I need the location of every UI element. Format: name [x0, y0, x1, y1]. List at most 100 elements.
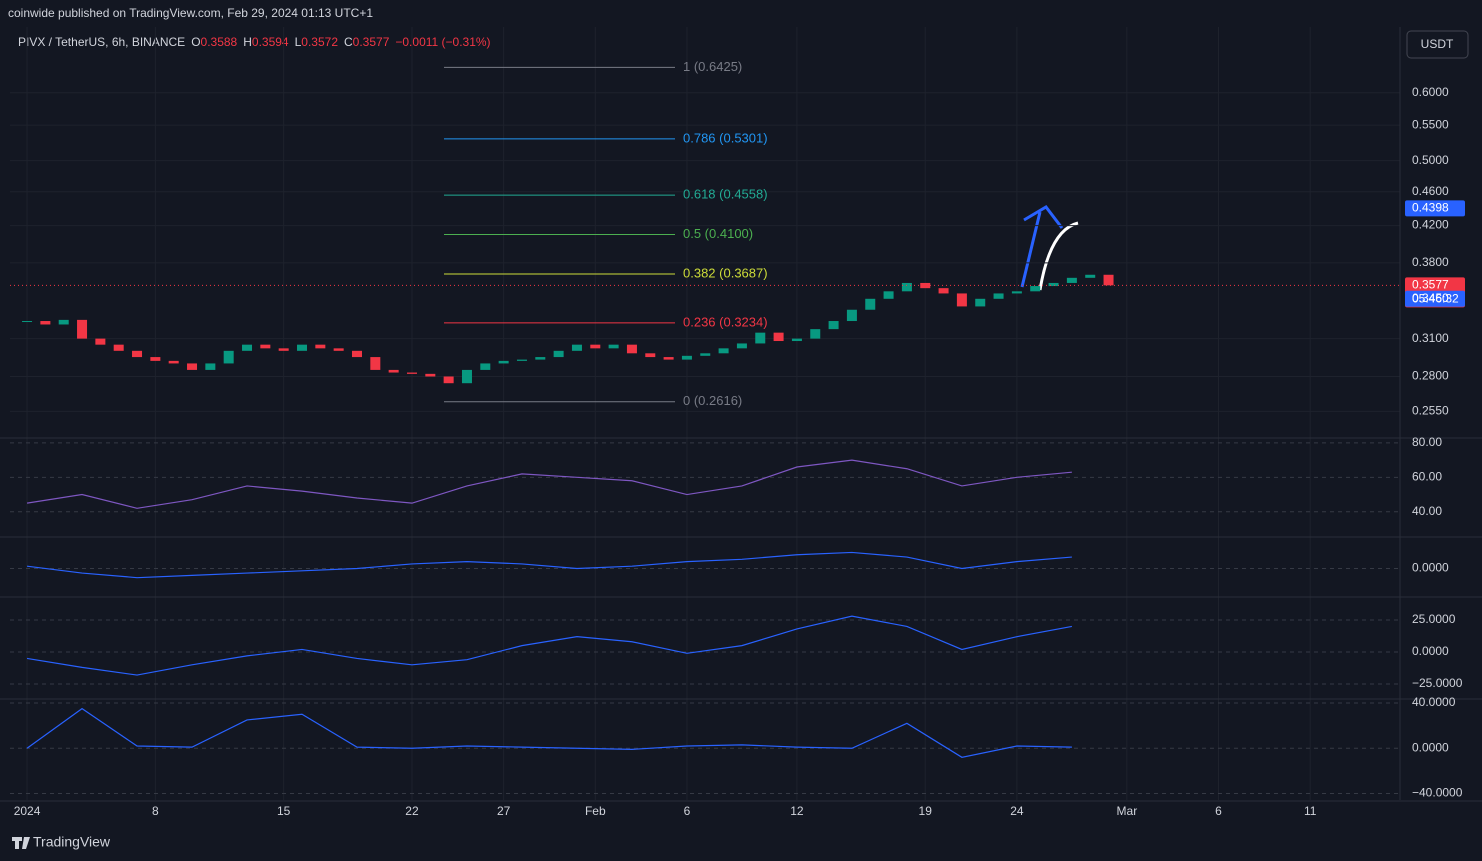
candle	[113, 344, 124, 351]
candle	[498, 360, 509, 364]
candle	[553, 350, 564, 358]
drawn-arrow	[1020, 205, 1064, 288]
fib-label: 0 (0.2616)	[683, 393, 742, 408]
currency[interactable]: USDT	[1421, 37, 1454, 51]
candle	[333, 348, 344, 351]
candle	[425, 373, 436, 377]
symbol: PIVX / TetherUS, 6h, BINANCE O0.3588 H0.35…	[18, 35, 491, 49]
x-tick-label: 2024	[14, 804, 41, 818]
y-tick-label: 0.2550	[1412, 403, 1449, 417]
candle	[77, 319, 88, 339]
candle	[755, 332, 766, 344]
x-tick-label: 24	[1010, 804, 1024, 818]
candle	[975, 298, 986, 307]
fib-label: 0.5 (0.4100)	[683, 226, 753, 241]
logo-icon	[12, 837, 30, 849]
y-tick-label: 25.0000	[1412, 612, 1456, 626]
candle	[388, 369, 399, 373]
y-tick-label: 60.00	[1412, 470, 1442, 484]
y-tick-label: 80.00	[1412, 435, 1442, 449]
candle	[150, 357, 161, 361]
close: 0.3577	[353, 35, 390, 49]
y-tick-label: 0.2800	[1412, 369, 1449, 383]
candle	[205, 363, 216, 370]
y-tick-label: 0.0000	[1412, 740, 1449, 754]
candle	[1011, 291, 1022, 294]
candle	[810, 329, 821, 339]
x-tick-label: 27	[497, 804, 511, 818]
indicator-line	[26, 459, 1072, 509]
price-tag	[1405, 200, 1465, 217]
candle	[480, 363, 491, 370]
footer-logo: TradingView	[33, 834, 111, 850]
x-tick-label: 22	[405, 804, 419, 818]
o-label: O	[191, 35, 200, 49]
fib-label: 0.618 (0.4558)	[683, 187, 768, 202]
l-label: L	[295, 35, 302, 49]
y-tick-label: 0.5000	[1412, 153, 1449, 167]
candle	[681, 355, 692, 360]
candle	[663, 357, 674, 360]
y-tick-label: 40.00	[1412, 504, 1442, 518]
candle	[846, 309, 857, 322]
x-tick-label: 12	[790, 804, 804, 818]
candle	[22, 321, 33, 323]
y-tick-label: 0.4600	[1412, 184, 1449, 198]
low: 0.3572	[301, 35, 338, 49]
price-tag-label: 0.4398	[1412, 201, 1449, 215]
candle	[406, 372, 417, 374]
price-tag-label: 0.3577	[1412, 278, 1449, 292]
candle	[938, 288, 949, 294]
candle	[187, 363, 198, 370]
indicator-line	[26, 615, 1072, 676]
y-tick-label: 40.0000	[1412, 695, 1456, 709]
candle	[443, 376, 454, 384]
y-tick-label: 0.3800	[1412, 255, 1449, 269]
candle	[1066, 277, 1077, 283]
fib-label: 0.236 (0.3234)	[683, 314, 768, 329]
candle	[95, 338, 106, 345]
x-tick-label: Mar	[1117, 804, 1138, 818]
candle	[718, 348, 729, 354]
publisher: coinwide published on TradingView.com, F…	[8, 6, 373, 20]
x-tick-label: 11	[1304, 804, 1317, 818]
indicator-line	[26, 707, 1072, 758]
candle	[571, 344, 582, 351]
candle	[1048, 282, 1059, 287]
candle	[956, 293, 967, 307]
candle	[168, 360, 179, 364]
x-tick-label: 15	[277, 804, 291, 818]
candle	[1103, 274, 1114, 286]
candle	[223, 350, 234, 364]
y-tick-label: 0.4200	[1412, 218, 1449, 232]
candle	[901, 282, 912, 292]
candle	[40, 321, 51, 325]
candle	[883, 291, 894, 299]
x-tick-label: 6	[1215, 804, 1222, 818]
high: 0.3594	[252, 35, 289, 49]
candle	[828, 321, 839, 330]
candle	[773, 332, 784, 342]
y-tick-label: 0.0000	[1412, 644, 1449, 658]
candle	[535, 357, 546, 360]
candle	[791, 338, 802, 342]
grid	[0, 27, 1482, 802]
candle	[626, 344, 637, 354]
candle	[242, 344, 253, 351]
symbol-name: PIVX / TetherUS, 6h, BINANCE	[18, 35, 185, 49]
candle	[370, 357, 381, 370]
price-tag	[1405, 290, 1465, 307]
price-tag-label: 0.3450	[1412, 291, 1449, 305]
y-tick-label: 0.0000	[1412, 561, 1449, 575]
candle	[920, 282, 931, 289]
currency-button[interactable]	[1406, 30, 1469, 59]
candle	[1085, 274, 1096, 278]
candle	[865, 298, 876, 310]
fib-label: 0.786 (0.5301)	[683, 130, 768, 145]
candle	[260, 344, 271, 349]
candle	[590, 344, 601, 349]
fib-label: 0.382 (0.3687)	[683, 265, 768, 280]
h-label: H	[243, 35, 252, 49]
x-tick-label: Feb	[585, 804, 606, 818]
